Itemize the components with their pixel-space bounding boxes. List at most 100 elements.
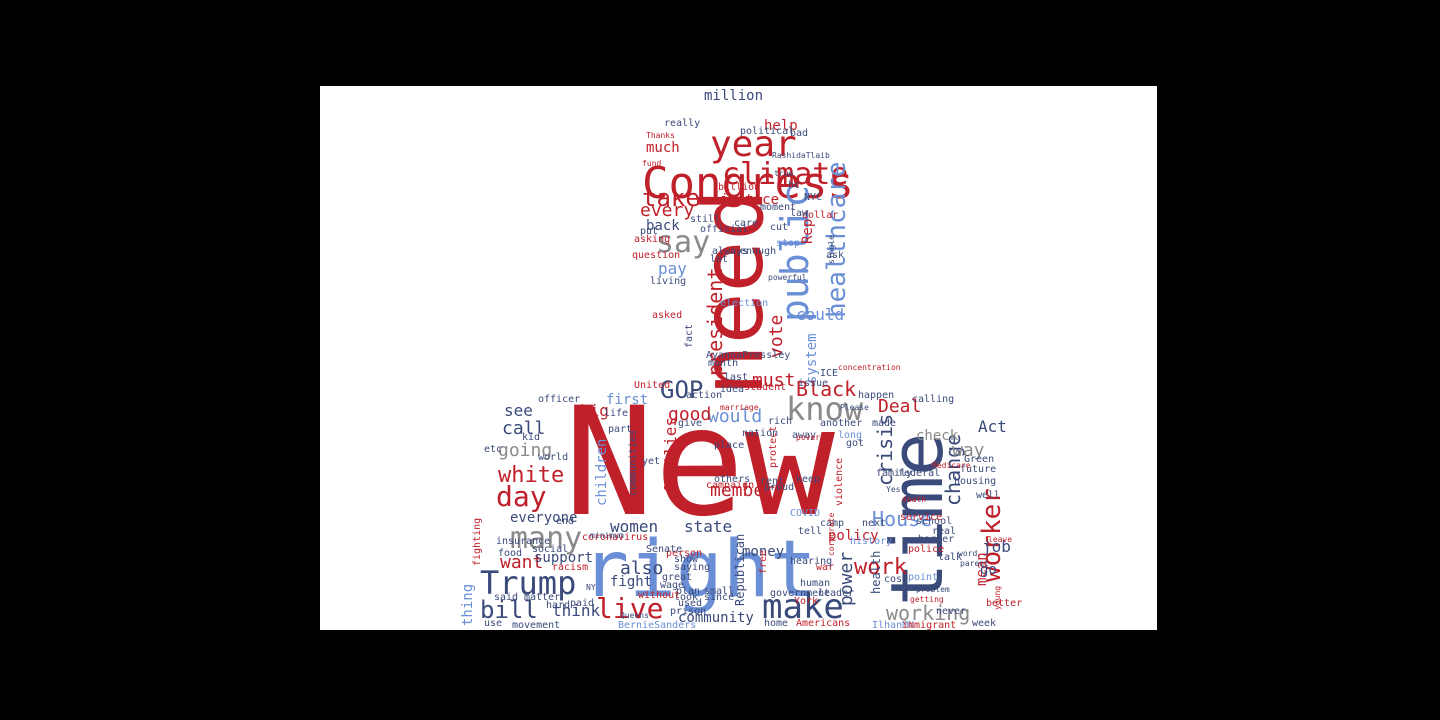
- word-war: war: [816, 562, 834, 573]
- word-without: without: [638, 590, 680, 601]
- word-small: small: [704, 586, 734, 597]
- word-look: look: [674, 592, 698, 603]
- word-dollar: dollar: [802, 210, 838, 221]
- word-must: must: [752, 370, 795, 391]
- word-way: way: [952, 440, 985, 461]
- word-white: white: [498, 463, 564, 488]
- word-home: home: [764, 618, 788, 629]
- word-living: living: [650, 276, 686, 287]
- word-border: border: [918, 534, 954, 545]
- word-much: much: [646, 140, 680, 156]
- word-system: system: [804, 333, 820, 384]
- word-year: year: [710, 124, 797, 165]
- word-queens: Queens: [620, 611, 649, 620]
- word-many: many: [510, 521, 582, 556]
- word-bad: bad: [790, 128, 808, 139]
- word-yes: Yes: [886, 485, 901, 494]
- word-ask: ask: [826, 250, 844, 261]
- word-got: got: [846, 438, 864, 449]
- word-kid: kid: [522, 432, 540, 443]
- word-trump: Trump: [480, 564, 576, 602]
- word-say: say: [656, 225, 710, 260]
- word-prison: prison: [670, 606, 706, 617]
- word-give: give: [678, 418, 702, 429]
- word-saying: saying: [674, 562, 710, 573]
- word-working: working: [886, 601, 970, 625]
- word-protect: protect: [768, 426, 779, 468]
- word-fight: fight: [610, 574, 652, 590]
- word-know: know: [786, 390, 864, 428]
- word-law: law: [790, 208, 809, 219]
- word-action: action: [686, 390, 722, 401]
- word-enough: enough: [740, 246, 776, 257]
- word-act: Act: [978, 417, 1007, 436]
- word-rashidatlaib: RashidaTlaib: [772, 151, 830, 160]
- word-calling: calling: [912, 394, 954, 405]
- word-climate: climate: [722, 157, 848, 192]
- word-yet: yet: [642, 456, 660, 467]
- word-never: never: [936, 606, 966, 617]
- word-member: member: [710, 480, 775, 501]
- word-change: change: [941, 434, 965, 506]
- word-point: point: [908, 572, 938, 583]
- word-state: state: [684, 517, 732, 536]
- word-public: public: [773, 185, 817, 322]
- word-bill: bill: [480, 596, 538, 624]
- word-place: place: [714, 440, 744, 451]
- word-last: last: [724, 372, 748, 383]
- word-cost: cost: [884, 574, 908, 585]
- word-republican: Republican: [733, 534, 747, 606]
- word-bc: bc: [788, 180, 800, 191]
- word-ilhanmn: IlhanMN: [872, 620, 914, 630]
- word-green: Green: [964, 454, 994, 465]
- word-million: million: [704, 88, 763, 104]
- word-fact: fact: [684, 324, 695, 348]
- word-human: human: [800, 578, 830, 589]
- word-rich: rich: [768, 416, 792, 427]
- word-americans: Americans: [796, 618, 850, 629]
- word-camp: camp: [820, 518, 844, 529]
- word-life: life: [604, 408, 628, 419]
- word-healthcare: healthcare: [822, 161, 852, 318]
- word-still: still: [690, 214, 720, 225]
- word-put: put: [640, 226, 658, 237]
- word-take: take: [642, 184, 700, 212]
- word-united: United: [634, 380, 670, 391]
- word-week: week: [972, 618, 996, 629]
- word-food: food: [498, 548, 522, 559]
- word-better: better: [986, 598, 1022, 609]
- word-matter: matter: [524, 592, 560, 603]
- word-getting: getting: [910, 595, 944, 604]
- word-political: political: [740, 126, 794, 137]
- word-really: really: [664, 118, 700, 129]
- word-support: support: [534, 550, 593, 566]
- word-movement: movement: [512, 620, 560, 630]
- word-housing: housing: [954, 476, 996, 487]
- word-cloud-canvas: New right need time Congress year climate publi…: [320, 86, 1157, 630]
- word-minimum: minimum: [590, 531, 624, 540]
- word-going: going: [498, 440, 552, 461]
- word-black: Black: [796, 377, 856, 401]
- word-part: part: [608, 424, 632, 435]
- word-check: check: [916, 428, 959, 444]
- word-see: see: [504, 401, 533, 420]
- word-always: always: [712, 246, 748, 257]
- word-others: others: [714, 474, 750, 485]
- word-word: word: [958, 549, 977, 558]
- word-hard: hard: [546, 600, 570, 611]
- word-call: call: [502, 418, 545, 439]
- word-idea: idea: [720, 384, 744, 395]
- word-first: first: [606, 392, 648, 408]
- word-live: live: [596, 592, 663, 625]
- word-house: House: [872, 507, 932, 531]
- word-policy: policy: [828, 528, 879, 544]
- word-federal: federal: [898, 468, 940, 479]
- word-person: person: [666, 548, 702, 559]
- word-officer: officer: [538, 394, 580, 405]
- word-need: need: [683, 189, 783, 396]
- word-medicare: Medicare: [932, 461, 971, 470]
- word-every: every: [640, 200, 694, 221]
- word-said: said: [494, 592, 518, 603]
- word-concentration: concentration: [838, 363, 901, 372]
- word-deal: Deal: [878, 396, 921, 417]
